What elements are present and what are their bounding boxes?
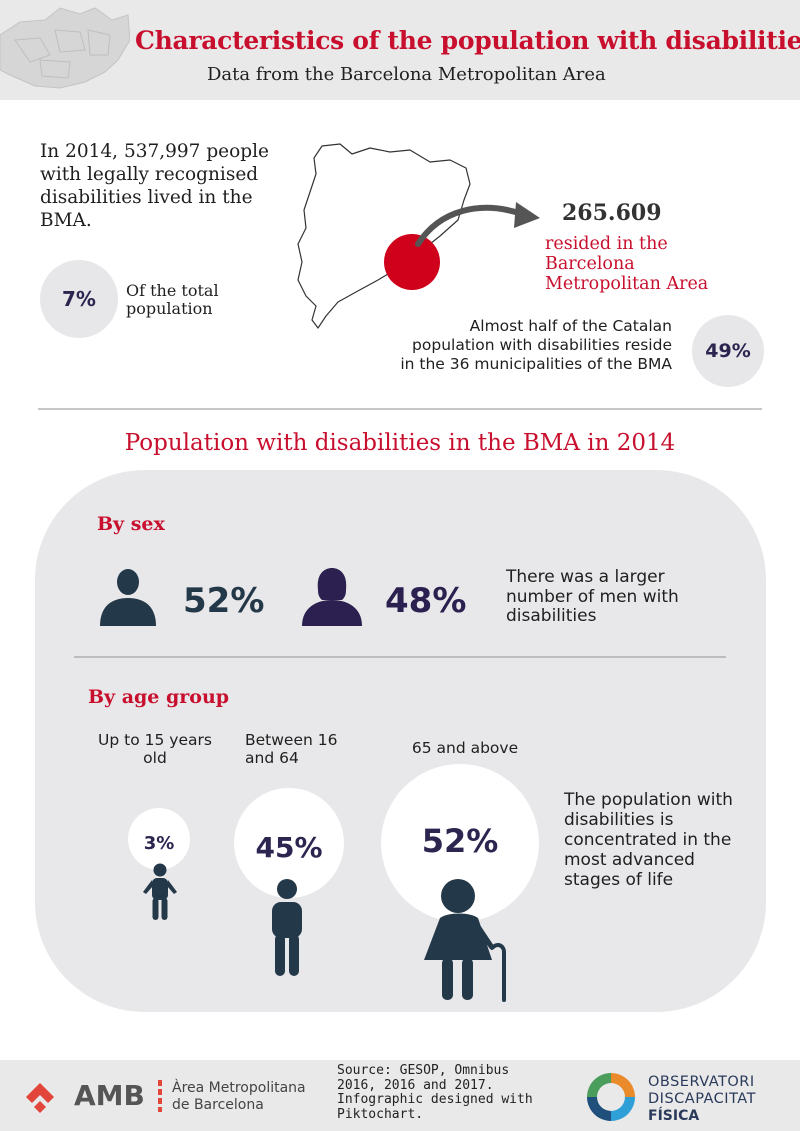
barcelona-map-icon [0,7,130,89]
women-percentage: 48% [385,581,467,621]
sex-note: There was a larger number of men with di… [506,567,679,626]
half-percentage-badge: 49% [692,315,764,387]
age-note: The population with disabilities is conc… [564,790,733,890]
observatori-logo-icon [587,1073,635,1121]
observatori-name-line3: FÍSICA [648,1108,700,1124]
age-percentage-senior: 52% [421,822,499,860]
section-divider [38,408,762,410]
footer [0,1060,800,1131]
arrow-icon [415,205,525,247]
observatori-name-line2: DISCAPACITAT [648,1091,756,1107]
men-percentage: 52% [183,581,265,621]
by-sex-heading: By sex [97,513,165,535]
amb-separator-icon [158,1080,162,1112]
age-group-label-senior: 65 and above [411,739,519,757]
amb-name-line2: de Barcelona [172,1097,264,1113]
amb-logo-icon [26,1083,54,1113]
total-percentage-badge: 7% [40,260,118,338]
source-text: Source: GESOP, Omnibus 2016, 2016 and 20… [337,1063,533,1122]
amb-abbreviation: AMB [74,1079,145,1112]
half-population-text: Almost half of the Catalan population wi… [400,317,672,373]
header-banner [0,0,800,100]
age-group-label-adult: Between 16 and 64 [245,731,338,767]
man-icon [100,569,156,626]
elderly-woman-icon [424,879,506,1002]
adult-icon [272,879,302,976]
resided-text: resided in the Barcelona Metropolitan Ar… [545,234,709,294]
resided-count: 265.609 [562,200,662,226]
child-icon [143,863,177,920]
page-subtitle: Data from the Barcelona Metropolitan Are… [207,64,606,85]
age-group-label-young: Up to 15 years old [98,731,212,767]
catalonia-map-icon [297,143,540,329]
panel-divider [74,656,726,658]
bma-highlight-circle [384,234,440,290]
intro-text: In 2014, 537,997 people with legally rec… [40,141,269,231]
age-circle-young [128,808,190,870]
page-title: Characteristics of the population with d… [135,26,800,55]
age-percentage-adult: 45% [255,831,323,864]
section-title: Population with disabilities in the BMA … [124,430,676,456]
amb-name-line1: Àrea Metropolitana [172,1080,306,1096]
woman-icon [302,568,362,626]
observatori-name-line1: OBSERVATORI [648,1074,755,1090]
stats-panel [35,470,766,1012]
total-percentage-label: Of the total population [126,281,219,318]
age-percentage-young: 3% [143,833,175,854]
by-age-heading: By age group [88,686,230,708]
